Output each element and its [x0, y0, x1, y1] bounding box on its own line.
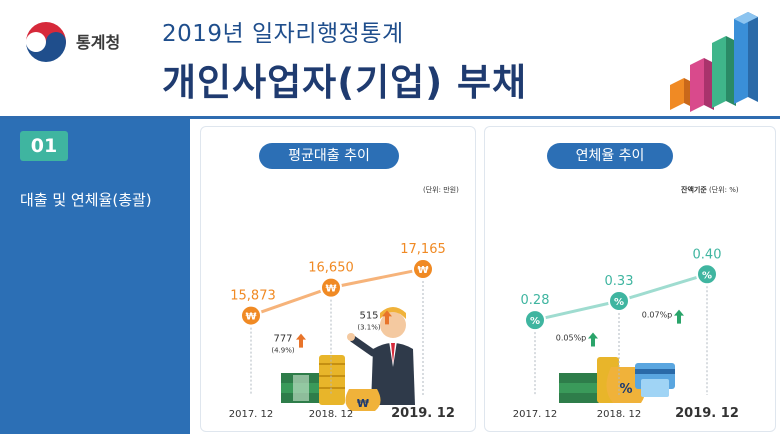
- svg-text:₩: ₩: [245, 312, 256, 323]
- change-value: 0.07%p: [642, 311, 673, 320]
- delinquency-title: 연체율 추이: [547, 143, 673, 169]
- data-label: 15,873: [230, 289, 276, 304]
- delinquency-unit: 잔액기준 (단위: %): [681, 185, 739, 195]
- data-label: 0.33: [605, 274, 634, 289]
- svg-text:%: %: [530, 316, 540, 327]
- svg-text:%: %: [614, 297, 624, 308]
- agency-name: 통계청: [76, 33, 121, 52]
- data-point: ₩: [412, 258, 434, 281]
- up-arrow-icon: [382, 310, 392, 325]
- change-value: 0.05%p: [556, 334, 587, 343]
- delinquency-unit-prefix: 잔액기준: [681, 186, 707, 194]
- up-arrow-icon: [674, 309, 684, 324]
- money-stack-icon: [281, 373, 321, 403]
- x-tick-label: 2018. 12: [309, 409, 354, 420]
- up-arrow-icon: [588, 332, 598, 347]
- svg-text:₩: ₩: [417, 265, 428, 276]
- up-arrow-icon: [296, 333, 306, 348]
- data-label: 0.40: [693, 247, 722, 262]
- header-rule: [0, 116, 780, 119]
- change-value: 777: [273, 334, 292, 345]
- data-label: 17,165: [400, 242, 446, 257]
- change-percent: (3.1%): [357, 323, 381, 331]
- data-point: ₩: [240, 304, 262, 327]
- x-tick-label: 2017. 12: [229, 409, 274, 420]
- page-title: 개인사업자(기업) 부채: [162, 61, 528, 104]
- money-stack-icon: [559, 373, 599, 403]
- section-label: 대출 및 연체율(총괄): [20, 191, 152, 209]
- svg-text:₩: ₩: [357, 397, 369, 410]
- x-tick-label: 2019. 12: [391, 406, 455, 421]
- coin-stack-icon: [319, 355, 345, 405]
- data-point: %: [608, 290, 630, 312]
- credit-card-icon: [635, 363, 675, 397]
- delinquency-unit-text: (단위: %): [709, 186, 739, 194]
- money-bag-icon: ₩: [345, 389, 381, 411]
- change-value: 515: [359, 310, 378, 321]
- svg-text:%: %: [619, 382, 632, 397]
- decorative-bar-graph-icon: [670, 12, 758, 112]
- x-tick-label: 2017. 12: [513, 409, 558, 420]
- data-point: %: [524, 309, 546, 332]
- x-tick-label: 2018. 12: [597, 409, 642, 420]
- change-percent: (4.9%): [271, 347, 295, 355]
- delinquency-panel: 연체율 추이 잔액기준 (단위: %) % % 0.28% 0.33% 0.40 201…: [484, 126, 776, 432]
- average-loan-chart: ₩ ₩15,873 ₩16,650 ₩17,165 2017. 12 2018. 12 2…: [229, 242, 455, 421]
- x-tick-label: 2019. 12: [675, 406, 739, 421]
- sidebar: 01 대출 및 연체율(총괄): [0, 119, 190, 434]
- header: 통계청 2019년 일자리행정통계 개인사업자(기업) 부채: [0, 0, 780, 118]
- section-number: 01: [20, 131, 68, 161]
- government-logo-icon: [26, 22, 66, 62]
- svg-text:%: %: [702, 270, 712, 281]
- data-point: ₩: [320, 276, 342, 299]
- title-top: 2019년 일자리행정통계: [162, 21, 404, 47]
- average-loan-unit: (단위: 만원): [423, 186, 459, 194]
- data-label: 16,650: [308, 261, 354, 276]
- delinquency-chart: % % 0.28 % 0.33 % 0.40 2017. 12 2018. 12 2019. 1…: [513, 247, 739, 421]
- data-label: 0.28: [521, 293, 550, 308]
- businessman-icon: [347, 307, 415, 405]
- svg-text:₩: ₩: [325, 284, 336, 295]
- average-loan-title: 평균대출 추이: [259, 143, 399, 169]
- data-point: %: [696, 263, 718, 286]
- average-loan-panel: 평균대출 추이 (단위: 만원) ₩ ₩15,873 ₩16,: [200, 126, 476, 432]
